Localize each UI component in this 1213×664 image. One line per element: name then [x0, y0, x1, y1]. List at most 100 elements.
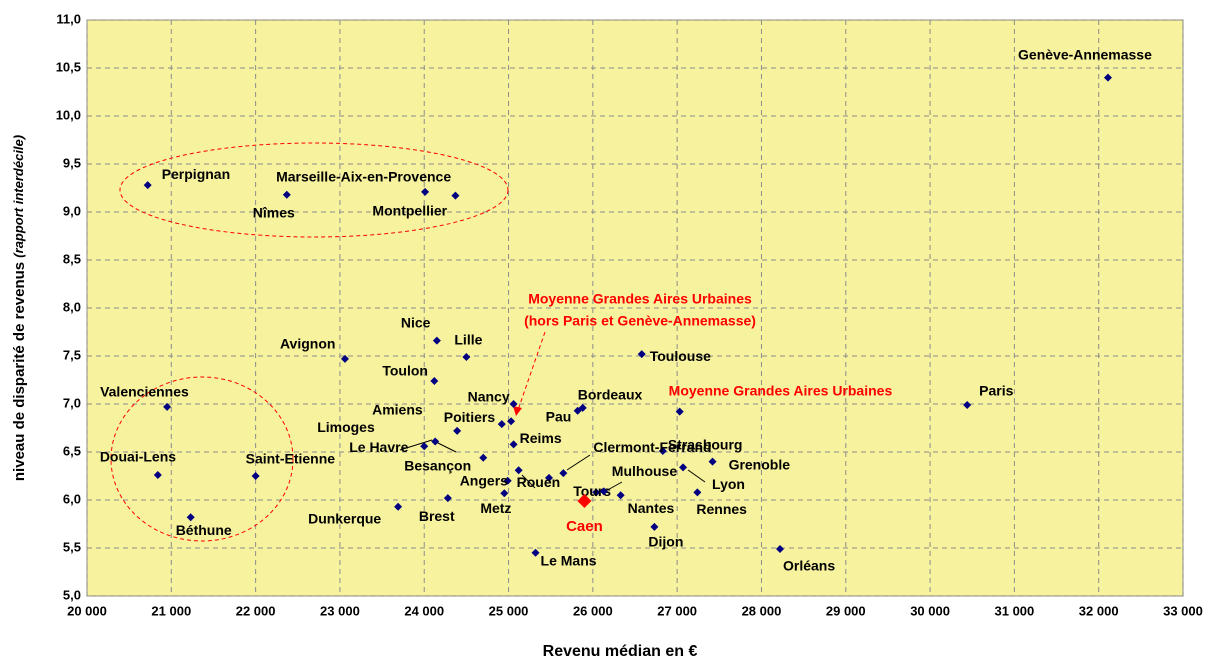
- y-tick-label: 10,5: [56, 59, 81, 74]
- point-label: Metz: [480, 500, 511, 516]
- point: [509, 400, 518, 408]
- x-tick-label: 30 000: [910, 603, 950, 618]
- point-label: Montpellier: [372, 202, 447, 218]
- point: [514, 466, 523, 475]
- point: [578, 403, 587, 412]
- x-tick-label: 33 000: [1163, 603, 1203, 618]
- point: [462, 352, 471, 361]
- annotation: Moyenne Grandes Aires Urbaines: [528, 291, 752, 307]
- group-ellipse: [110, 376, 294, 542]
- y-axis-title: niveau de disparité de revenus (rapport …: [11, 135, 28, 481]
- y-axis-title-main: niveau de disparité de revenus: [11, 262, 28, 481]
- point-label: Marseille-Aix-en-Provence: [276, 169, 451, 185]
- point: [592, 488, 601, 497]
- point-label: Amiens: [372, 402, 423, 418]
- y-tick-label: 5,5: [63, 539, 81, 554]
- point: [432, 336, 441, 345]
- point-label: Poitiers: [444, 409, 496, 425]
- point: [963, 400, 972, 409]
- point-label: Le Havre: [349, 439, 408, 455]
- point: [509, 440, 518, 449]
- point-label: Bordeaux: [578, 387, 643, 403]
- point-label: Lille: [454, 332, 482, 348]
- point-label: Limoges: [317, 419, 375, 435]
- point: [599, 487, 608, 496]
- y-tick-label: 5,0: [63, 587, 81, 602]
- point: [251, 472, 260, 480]
- point: [545, 473, 554, 482]
- point: [679, 463, 688, 472]
- point-label: Toulouse: [650, 348, 711, 364]
- highlight-label: Caen: [566, 518, 603, 535]
- point-label: Nancy: [468, 389, 510, 405]
- point: [503, 476, 512, 485]
- point-label: Valenciennes: [100, 384, 189, 400]
- point-label: Paris: [979, 383, 1013, 399]
- x-tick-label: 31 000: [995, 603, 1035, 618]
- point: [340, 354, 349, 363]
- point-label: Rennes: [696, 501, 747, 517]
- point: [394, 502, 403, 511]
- x-tick-label: 25 000: [489, 603, 529, 618]
- point-label: Béthune: [176, 522, 232, 538]
- point: [531, 548, 540, 557]
- y-tick-label: 6,5: [63, 443, 81, 458]
- point: [693, 488, 702, 497]
- point: [186, 513, 195, 522]
- point: [451, 191, 460, 200]
- point-label: Saint-Etienne: [246, 451, 336, 467]
- x-tick-label: 26 000: [573, 603, 613, 618]
- label-arrow: [603, 481, 623, 493]
- point-label: Dunkerque: [308, 510, 381, 526]
- point-label: Genève-Annemasse: [1018, 46, 1152, 62]
- point-label: Mulhouse: [612, 463, 678, 479]
- point-label: Brest: [419, 508, 455, 524]
- x-axis-title: Revenu médian en €: [543, 643, 698, 660]
- point-label: Dijon: [648, 534, 683, 550]
- point: [708, 457, 717, 466]
- point: [500, 489, 509, 498]
- point: [637, 350, 646, 359]
- x-tick-label: 27 000: [657, 603, 697, 618]
- label-arrow: [521, 474, 536, 489]
- point: [453, 426, 462, 435]
- x-tick-label: 23 000: [320, 603, 360, 618]
- point-label: Douai-Lens: [100, 449, 176, 465]
- point: [153, 471, 162, 480]
- y-tick-label: 9,0: [63, 203, 81, 218]
- point-label: Grenoble: [729, 456, 791, 472]
- x-tick-label: 32 000: [1079, 603, 1119, 618]
- point: [507, 417, 516, 426]
- point-label: Moyenne Grandes Aires Urbaines: [669, 382, 893, 398]
- point: [658, 447, 667, 456]
- point: [443, 494, 452, 503]
- point: [776, 544, 785, 553]
- y-tick-label: 7,5: [63, 347, 81, 362]
- y-tick-label: 6,0: [63, 491, 81, 506]
- point-label: Toulon: [382, 363, 428, 379]
- point-label: Besançon: [404, 457, 471, 473]
- point-label: Reims: [520, 430, 562, 446]
- point: [420, 442, 429, 451]
- point-label: Nîmes: [253, 204, 295, 220]
- point-label: Lyon: [712, 476, 745, 492]
- y-tick-label: 9,5: [63, 155, 81, 170]
- x-tick-label: 22 000: [236, 603, 276, 618]
- label-arrow: [435, 441, 457, 453]
- point: [1103, 73, 1112, 82]
- point: [616, 491, 625, 500]
- group-ellipse: [119, 142, 509, 238]
- point: [497, 420, 506, 429]
- point: [163, 402, 172, 411]
- annotation-arrowhead: [513, 406, 522, 416]
- point-label: Rouen: [517, 474, 561, 490]
- y-tick-label: 8,5: [63, 251, 81, 266]
- point: [143, 181, 152, 190]
- point-label: Nantes: [628, 500, 675, 516]
- label-arrow: [687, 469, 706, 483]
- x-tick-label: 28 000: [742, 603, 782, 618]
- y-tick-label: 8,0: [63, 299, 81, 314]
- point-label: Pau: [546, 408, 572, 424]
- label-arrow: [399, 439, 433, 451]
- y-tick-label: 11,0: [56, 11, 81, 26]
